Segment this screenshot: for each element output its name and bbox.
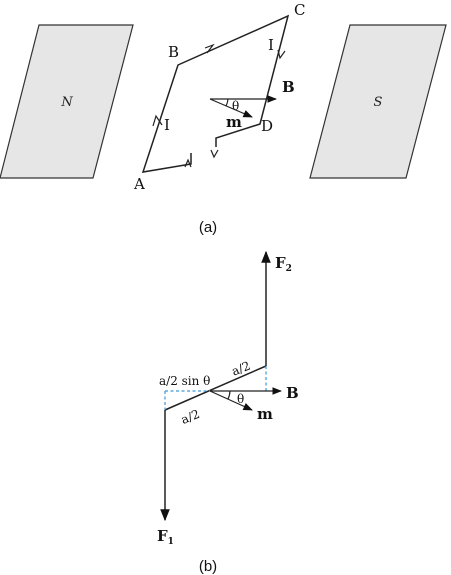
panel-b: F2 F1 B m θ a/2 a/2 a/2 sin θ (b) [157, 250, 299, 575]
loop-side-view [164, 365, 267, 411]
force-f1-symbol: F [157, 527, 168, 545]
current-direction-arrow-cd [277, 49, 286, 60]
current-direction-arrow-a [184, 158, 192, 168]
south-pole-face [309, 24, 447, 179]
force-f2-subscript: 2 [286, 264, 292, 274]
north-pole-label: N [60, 95, 73, 110]
angle-theta-label-a: θ [232, 99, 239, 113]
caption-b: (b) [199, 558, 217, 575]
north-pole-face [0, 24, 134, 179]
moment-m-label-b: m [257, 405, 273, 423]
vertex-label-d: D [261, 117, 273, 135]
current-label-right: I [268, 36, 274, 54]
vertex-label-b: B [168, 43, 179, 61]
current-direction-arrow-bc [204, 43, 215, 54]
projection-label: a/2 sin θ [159, 374, 210, 388]
angle-arc-b [227, 390, 231, 400]
angle-theta-label-b: θ [237, 392, 244, 406]
angle-arc-a [225, 98, 229, 107]
current-direction-arrow-ab [152, 114, 163, 127]
half-side-label-upper: a/2 [230, 359, 253, 379]
moment-m-arrow [209, 98, 253, 118]
vertex-label-c: C [294, 1, 305, 19]
force-f1-subscript: 1 [168, 537, 174, 547]
current-direction-arrow-d [210, 149, 219, 159]
field-b-label: B [282, 78, 295, 96]
force-f2-label: F2 [275, 254, 292, 274]
south-pole-label: S [374, 95, 383, 110]
moment-m-label: m [226, 113, 242, 131]
field-b-label-b: B [286, 384, 299, 402]
panel-a: N S A B C D I I B m θ (a) [0, 1, 447, 236]
caption-a: (a) [199, 219, 217, 236]
half-side-label-lower: a/2 [179, 407, 202, 427]
moment-m-arrow-b [209, 390, 253, 411]
current-loop-wire [141, 14, 290, 173]
current-label-left: I [164, 116, 170, 134]
vertex-label-a: A [133, 175, 145, 193]
force-f2-symbol: F [275, 254, 286, 272]
force-f1-label: F1 [157, 527, 174, 547]
